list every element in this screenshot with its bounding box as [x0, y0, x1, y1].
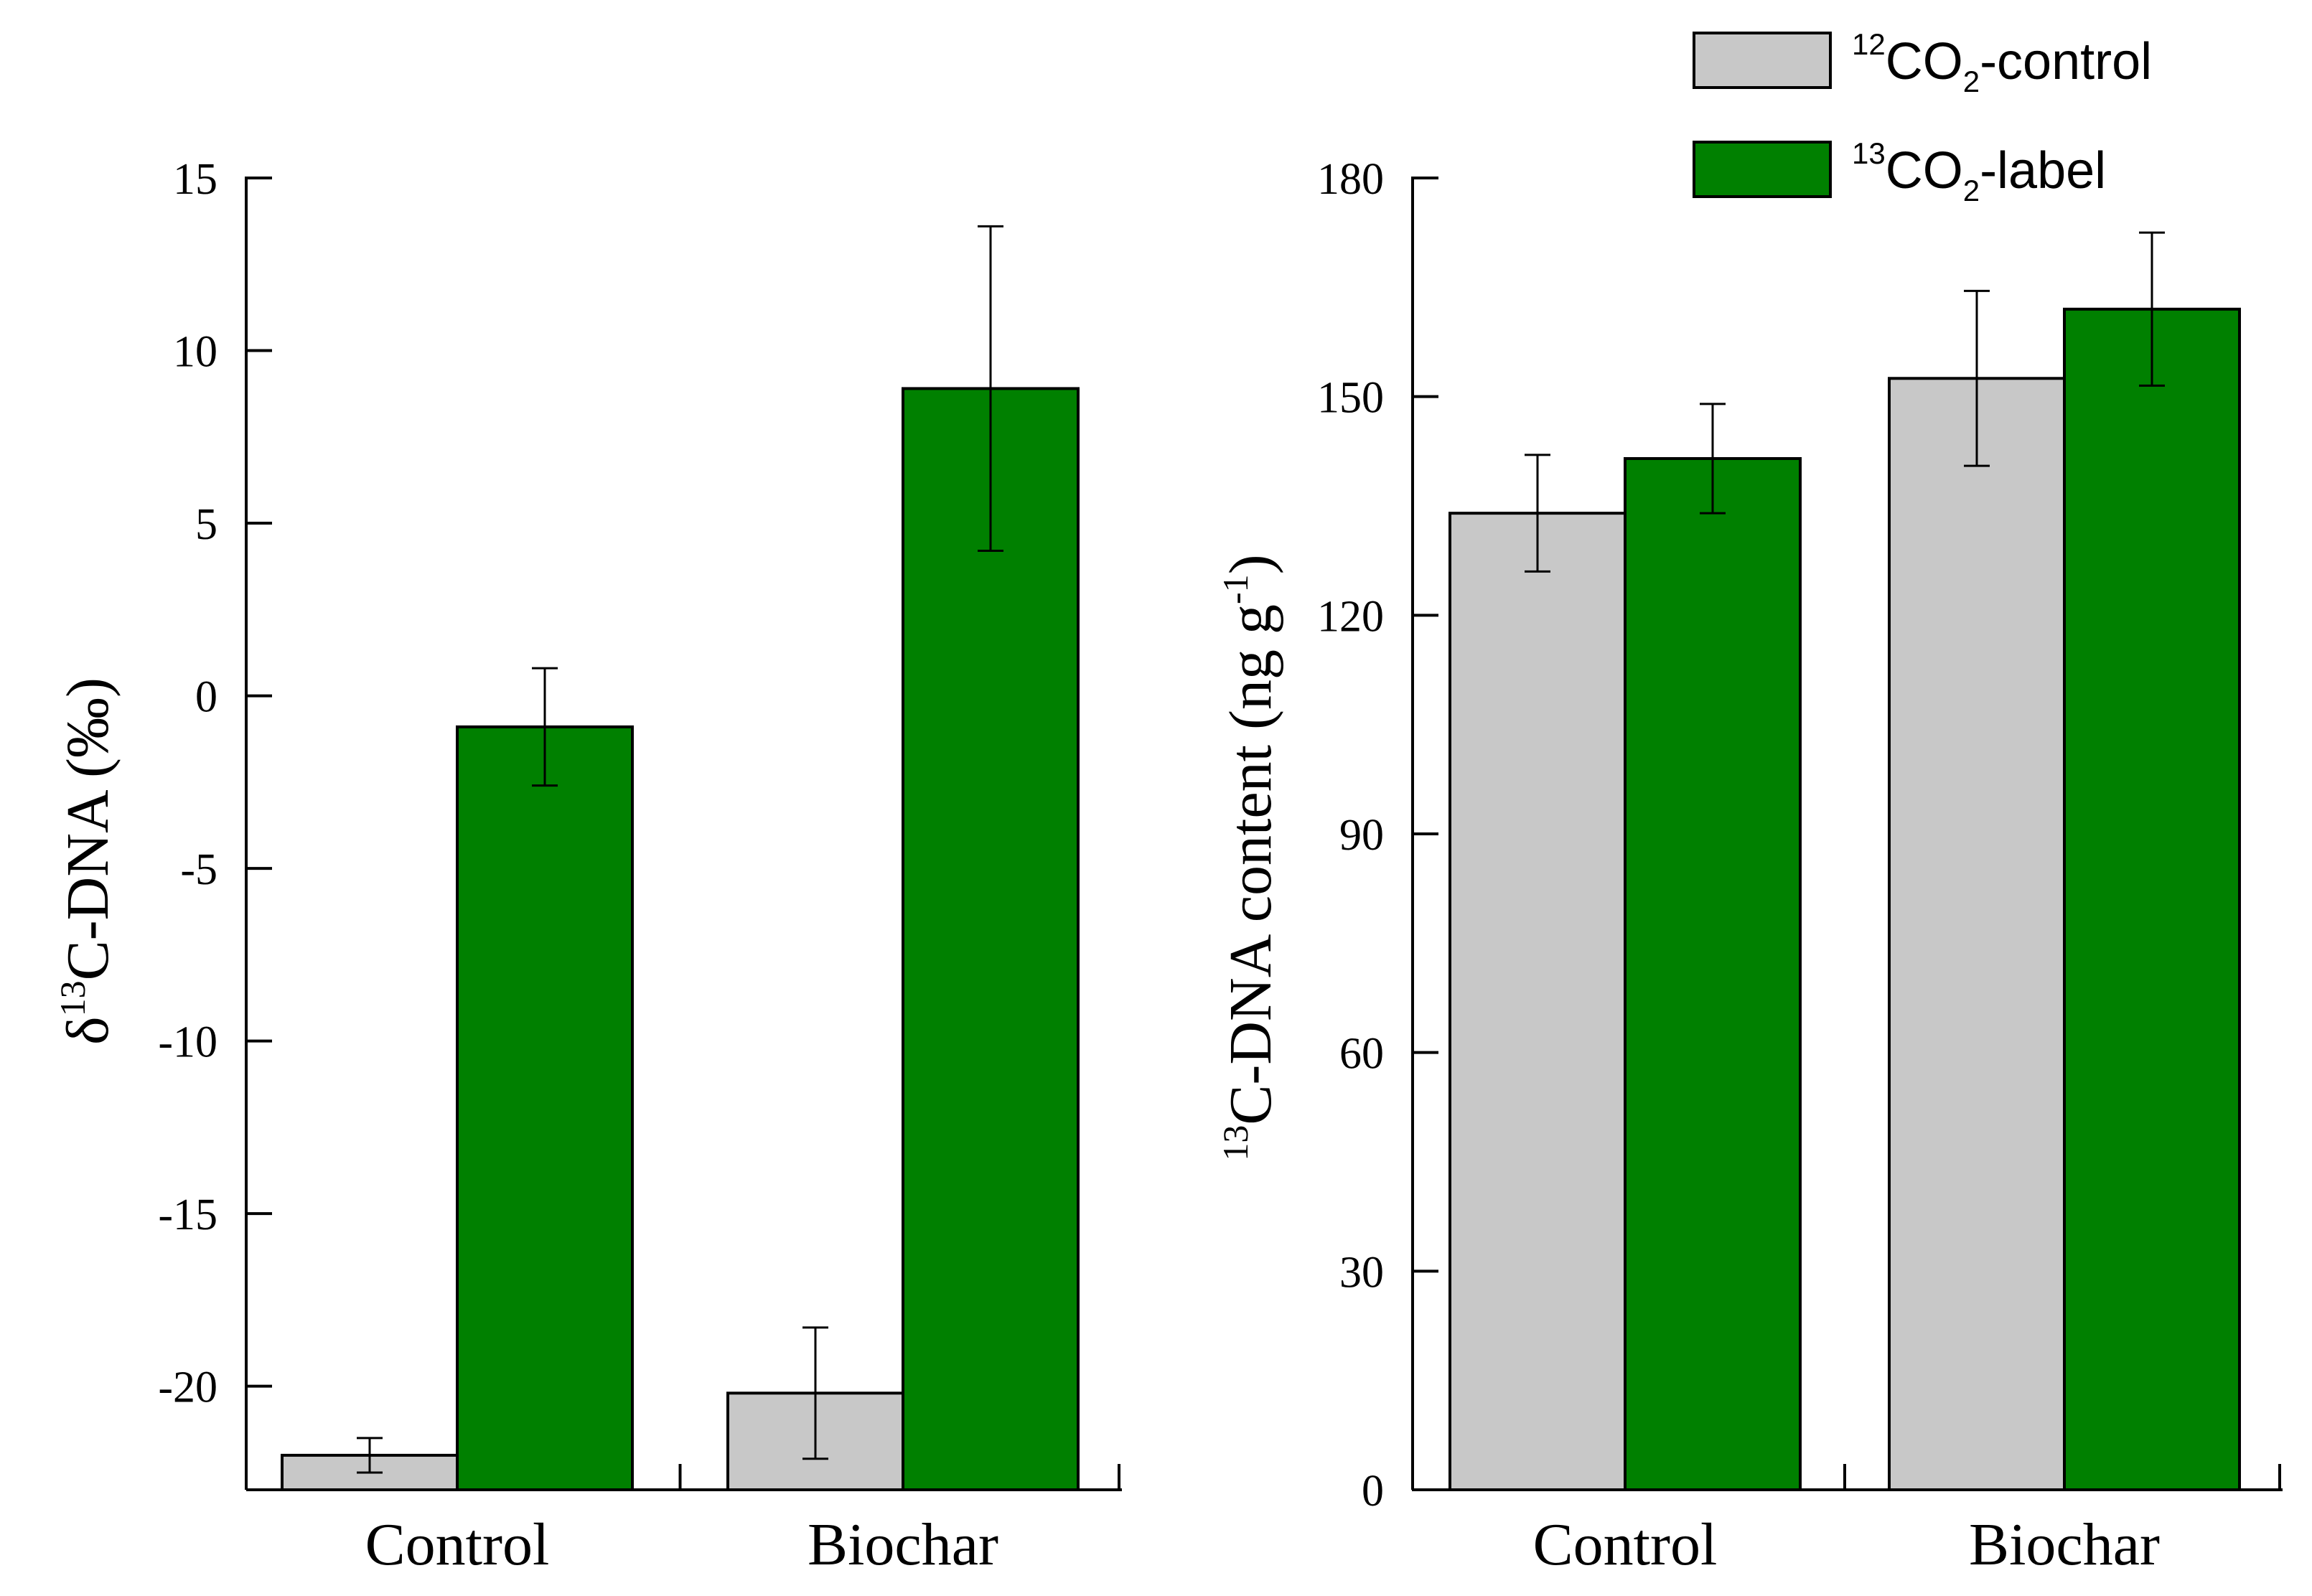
- y-axis-label-content13c: 13C-DNA content (ng g-1): [1215, 554, 1284, 1160]
- y-tick-label-delta13c: -20: [158, 1363, 217, 1412]
- y-tick-label-delta13c: -10: [158, 1018, 217, 1067]
- y-tick-label-delta13c: 5: [195, 500, 217, 549]
- bar-delta13c-label-biochar: [902, 387, 1080, 1491]
- bar-delta13c-label-control: [456, 725, 634, 1491]
- y-tick-label-delta13c: -5: [180, 845, 217, 894]
- y-tick-label-content13c: 30: [1339, 1248, 1384, 1297]
- y-tick-label-delta13c: 15: [173, 155, 217, 204]
- x-tick-label-content13c-biochar: Biochar: [1969, 1511, 2160, 1578]
- x-tick-label-delta13c-biochar: Biochar: [808, 1511, 998, 1578]
- x-tick-label-content13c-control: Control: [1533, 1511, 1718, 1578]
- y-tick-label-content13c: 60: [1339, 1030, 1384, 1079]
- legend-label-control: 12CO2-control: [1852, 27, 2152, 98]
- bar-content13c-control-control: [1448, 512, 1627, 1492]
- legend-swatch-label: [1693, 141, 1832, 198]
- bar-content13c-control-biochar: [1888, 377, 2066, 1491]
- legend: 12CO2-control 13CO2-label: [1693, 27, 2152, 207]
- y-tick-label-content13c: 180: [1317, 155, 1384, 204]
- legend-swatch-control: [1693, 32, 1832, 89]
- y-tick-label-delta13c: 0: [195, 673, 217, 722]
- y-tick-label-content13c: 150: [1317, 374, 1384, 423]
- y-axis-label-delta13c: δ13C-DNA (‰): [52, 677, 121, 1045]
- bar-content13c-label-biochar: [2063, 307, 2241, 1491]
- y-tick-label-content13c: 120: [1317, 592, 1384, 641]
- y-tick-label-content13c: 0: [1362, 1467, 1384, 1516]
- bar-content13c-label-control: [1624, 456, 1802, 1491]
- legend-label-label: 13CO2-label: [1852, 136, 2106, 207]
- y-tick-label-delta13c: 10: [173, 328, 217, 377]
- y-tick-label-delta13c: -15: [158, 1191, 217, 1239]
- chart-content13c: 0 30 60 90 120 150 180 Control Biochar: [1317, 155, 2283, 1578]
- y-tick-label-content13c: 90: [1339, 811, 1384, 860]
- chart-delta13c: 15 10 5 0 -5 -10 -15 -20 Control Biochar: [158, 155, 1122, 1578]
- x-tick-label-delta13c-control: Control: [365, 1511, 550, 1578]
